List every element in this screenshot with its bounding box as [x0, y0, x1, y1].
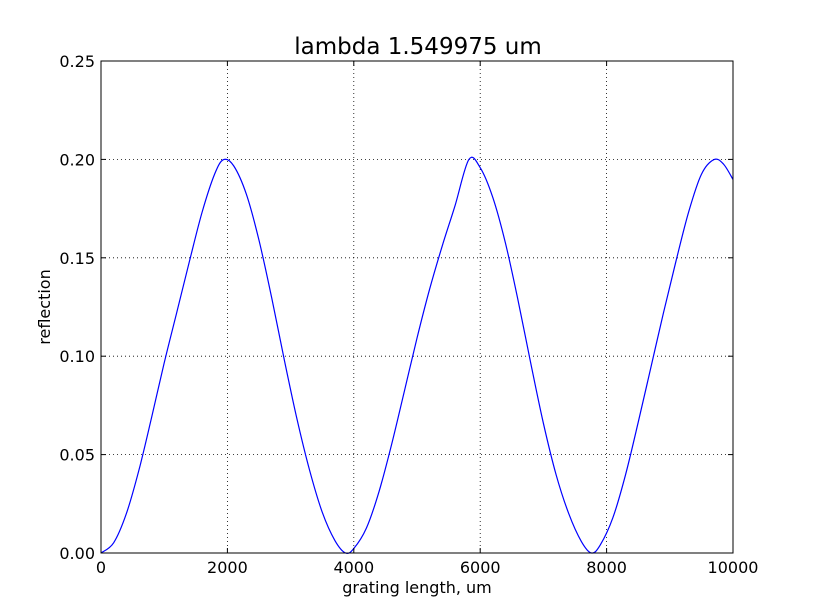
x-axis-label: grating length, um — [342, 578, 492, 597]
grid-lines — [101, 61, 733, 553]
y-tick-label: 0.20 — [59, 150, 95, 169]
y-tick-label: 0.00 — [59, 544, 95, 563]
y-tick-label: 0.10 — [59, 347, 95, 366]
y-tick-label: 0.15 — [59, 249, 95, 268]
x-tick-label: 4000 — [333, 558, 374, 577]
y-tick-label: 0.25 — [59, 52, 95, 71]
chart-title: lambda 1.549975 um — [294, 34, 542, 60]
axis-ticks: 0 2000 4000 6000 8000 10000 0.00 0.05 0.10 0.15 0.… — [59, 52, 758, 577]
series-layer — [100, 156, 734, 555]
y-tick-label: 0.05 — [59, 446, 95, 465]
x-tick-label: 10000 — [708, 558, 759, 577]
plot-frame — [100, 60, 734, 554]
x-tick-label: 8000 — [586, 558, 627, 577]
x-tick-label: 6000 — [460, 558, 501, 577]
x-tick-label: 2000 — [207, 558, 248, 577]
x-tick-label: 0 — [96, 558, 106, 577]
y-axis-label: reflection — [35, 269, 54, 344]
series-line — [100, 156, 734, 555]
